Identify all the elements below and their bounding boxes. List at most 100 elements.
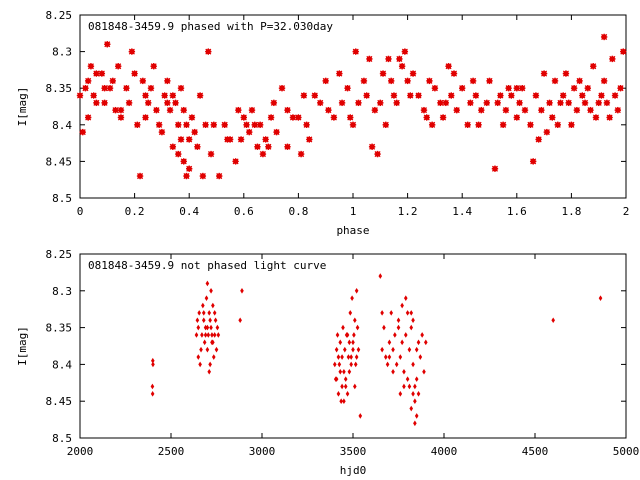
- phased-data-point: [101, 85, 108, 92]
- raw-data-point: [354, 288, 359, 294]
- raw-data-point: [210, 332, 214, 338]
- raw-data-point: [355, 324, 360, 331]
- raw-data-point: [216, 332, 221, 338]
- phased-x-tick-label: 0: [77, 205, 84, 218]
- raw-data-point: [349, 361, 353, 368]
- raw-data-point: [414, 376, 419, 382]
- phased-data-point: [93, 70, 100, 77]
- phased-data-point: [270, 99, 278, 107]
- phased-data-point: [363, 92, 370, 99]
- phased-data-point: [448, 92, 455, 99]
- phased-data-point: [407, 92, 414, 99]
- phased-data-point: [450, 70, 458, 77]
- phased-data-point: [538, 106, 545, 114]
- phased-data-point: [256, 121, 264, 128]
- raw-data-point: [341, 324, 345, 331]
- phased-data-point: [467, 99, 474, 107]
- raw-data-point: [418, 354, 423, 360]
- raw-chart-title: 081848-3459.9 not phased light curve: [88, 259, 326, 272]
- raw-data-point: [407, 346, 412, 353]
- raw-data-point: [382, 324, 386, 331]
- raw-data-point: [352, 332, 356, 338]
- phased-data-point: [123, 85, 130, 92]
- raw-x-tick-label: 3000: [249, 445, 276, 458]
- raw-data-point: [402, 383, 406, 390]
- raw-data-point: [414, 346, 419, 353]
- phased-data-point: [584, 85, 591, 92]
- raw-data-point: [205, 280, 210, 287]
- phased-data-point: [513, 85, 520, 92]
- phased-data-point: [388, 77, 395, 85]
- phased-x-tick-label: 1.8: [561, 205, 581, 218]
- raw-data-point: [409, 405, 414, 412]
- phased-data-point: [311, 92, 318, 99]
- phased-data-point: [513, 114, 520, 121]
- raw-data-point: [198, 361, 202, 368]
- phased-data-point: [453, 106, 460, 114]
- phased-data-points: [76, 33, 627, 180]
- phased-data-point: [579, 92, 586, 99]
- raw-data-point: [414, 413, 419, 419]
- phased-data-point: [169, 143, 177, 150]
- phased-data-point: [568, 121, 575, 128]
- raw-y-tick-label: 8.3: [52, 285, 72, 298]
- raw-x-tick-label: 2500: [158, 445, 185, 458]
- phased-data-point: [442, 99, 450, 107]
- raw-data-point: [340, 383, 344, 390]
- raw-data-point: [337, 361, 342, 368]
- raw-data-point: [211, 354, 216, 360]
- phased-data-point: [194, 143, 201, 150]
- phased-data-point: [445, 63, 452, 70]
- raw-data-point: [411, 391, 415, 397]
- raw-data-point: [336, 391, 341, 397]
- phased-data-point: [82, 85, 89, 92]
- phased-data-point: [243, 121, 250, 128]
- phased-data-point: [128, 48, 136, 55]
- raw-data-point: [398, 354, 403, 360]
- phased-data-point: [325, 106, 332, 114]
- phased-data-point: [295, 114, 302, 121]
- phased-y-tick-label: 8.35: [46, 82, 73, 95]
- raw-data-point: [353, 383, 357, 390]
- phased-data-point: [158, 128, 166, 136]
- phased-data-point: [576, 77, 583, 85]
- phased-x-tick-label: 2: [623, 205, 630, 218]
- phased-data-point: [207, 150, 215, 158]
- phased-x-tick-label: 0.8: [288, 205, 308, 218]
- phased-data-point: [603, 99, 611, 107]
- raw-data-point: [409, 324, 414, 331]
- raw-data-point: [201, 317, 206, 324]
- phased-data-point: [516, 99, 523, 107]
- phased-data-point: [355, 99, 362, 107]
- phased-data-point: [428, 121, 436, 128]
- phased-data-point: [379, 70, 387, 77]
- phased-data-point: [469, 77, 477, 85]
- phased-data-point: [199, 172, 207, 180]
- phased-y-tick-label: 8.5: [52, 192, 72, 205]
- raw-data-point: [403, 332, 408, 338]
- phased-data-point: [519, 85, 526, 92]
- phased-data-point: [409, 70, 417, 77]
- phased-data-point: [169, 92, 177, 99]
- raw-data-point: [150, 391, 155, 397]
- raw-data-point: [354, 354, 359, 360]
- phased-data-point: [300, 92, 308, 99]
- raw-data-point: [343, 383, 348, 390]
- raw-data-point: [394, 361, 399, 368]
- phased-data-point: [235, 106, 242, 114]
- raw-data-point: [334, 376, 339, 382]
- raw-y-axis-label: I[mag]: [16, 326, 29, 366]
- raw-data-point: [551, 317, 555, 324]
- phased-x-tick-label: 0.6: [234, 205, 254, 218]
- raw-data-point: [416, 391, 421, 397]
- phased-data-point: [385, 55, 392, 63]
- raw-y-tick-label: 8.4: [52, 358, 72, 371]
- phased-data-point: [180, 158, 187, 165]
- raw-data-point: [409, 310, 414, 316]
- raw-data-point: [383, 354, 388, 360]
- phased-data-point: [368, 143, 376, 150]
- phased-data-point: [543, 128, 551, 136]
- raw-data-point: [598, 295, 603, 301]
- raw-data-point: [347, 339, 352, 346]
